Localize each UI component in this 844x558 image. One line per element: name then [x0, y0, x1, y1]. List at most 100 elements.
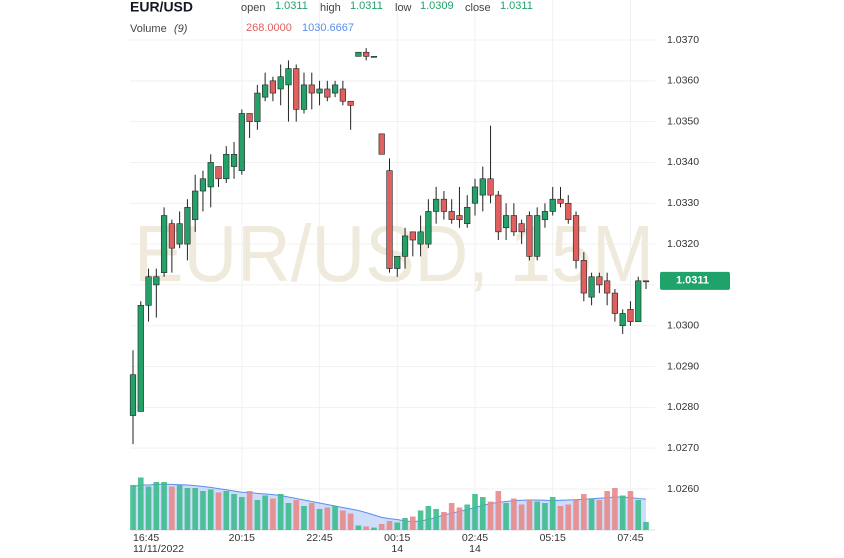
y-tick-label: 1.0350 [667, 115, 699, 127]
candle-body [145, 276, 152, 306]
volume-bar [254, 500, 261, 530]
volume-ma-area [133, 484, 646, 530]
candle-body [262, 84, 269, 98]
readout-value: 1.0311 [350, 0, 383, 12]
volume-bar [526, 500, 533, 530]
candle-body [596, 276, 603, 286]
candle-body [254, 92, 261, 122]
y-tick-label: 1.0360 [667, 75, 699, 87]
candle-body [464, 207, 471, 224]
readout-value: 1.0309 [420, 0, 454, 12]
volume-bar [441, 512, 447, 530]
candle-body [129, 374, 137, 416]
x-date-label: 11/11/2022 [133, 543, 184, 555]
volume-bar [479, 497, 486, 530]
volume-bar [635, 500, 642, 530]
volume-bar [378, 524, 385, 530]
candle-body [565, 202, 572, 220]
volume-bar [137, 477, 144, 530]
readout-label: low [395, 2, 412, 14]
candle-body [580, 260, 587, 294]
volume-bar [223, 491, 230, 530]
volume-bar [293, 500, 300, 530]
readout-value: 1.0311 [500, 0, 533, 12]
volume-bar [495, 491, 502, 530]
volume-bar [588, 498, 595, 530]
watermark: EUR/USD, 15M [134, 209, 654, 298]
candle-body [456, 215, 463, 220]
y-tick-label: 1.0330 [667, 197, 699, 209]
candle-body [627, 309, 634, 322]
last-price-label: 1.0311 [676, 275, 709, 287]
volume-ma-value: 1030.6667 [302, 22, 354, 34]
x-tick-label: 20:15 [229, 532, 255, 544]
volume-bar [285, 503, 292, 530]
volume-bar [612, 488, 618, 530]
volume-ma-line [132, 483, 647, 523]
y-tick-label: 1.0340 [667, 156, 699, 168]
volume-label: Volume [130, 23, 167, 35]
candle-body [604, 280, 611, 294]
candle-body [223, 153, 230, 180]
candle-body [526, 215, 533, 257]
volume-bar [340, 510, 346, 530]
candle-body [238, 113, 245, 171]
candle-body [347, 100, 354, 106]
candle-body [642, 280, 650, 283]
candle-body [331, 84, 339, 94]
candle-body [137, 305, 144, 412]
candle-body [619, 313, 626, 327]
x-tick-label: 00:15 [384, 532, 410, 544]
candle-body [199, 178, 207, 192]
x-date-label: 14 [391, 543, 403, 555]
candle-body [471, 186, 479, 204]
volume-bar [604, 491, 610, 530]
volume-bar [425, 506, 432, 530]
volume-bar [161, 482, 167, 530]
y-tick-label: 1.0320 [667, 238, 699, 250]
volume-bar [410, 516, 416, 530]
volume-bar [192, 488, 198, 530]
volume-bar [534, 501, 540, 530]
candle-body [386, 170, 393, 269]
volume-bar [324, 507, 331, 530]
x-tick-label: 22:45 [306, 532, 332, 544]
candle-body [184, 207, 191, 245]
volume-bar [448, 503, 455, 530]
candle-body [363, 51, 370, 57]
volume-bar [145, 486, 152, 530]
readout-label: close [465, 2, 491, 14]
volume-bar [371, 527, 377, 530]
volume-bar [231, 494, 237, 530]
volume-bar [363, 526, 369, 530]
volume-bar [207, 489, 214, 530]
candle-body [176, 223, 183, 245]
readout-value: 1.0311 [275, 0, 308, 12]
candle-body [448, 211, 455, 220]
volume-bar [355, 525, 362, 530]
candle-body [479, 178, 486, 196]
candle-body [417, 231, 424, 245]
volume-bar [503, 503, 509, 530]
candle-body [502, 215, 510, 229]
volume-bar [277, 494, 284, 530]
candle-body [635, 280, 642, 322]
candle-body [588, 276, 595, 298]
candle-body [277, 76, 284, 90]
volume-bar [301, 506, 307, 530]
candle-body [215, 166, 222, 180]
readout-label: open [241, 2, 265, 14]
volume-bar [433, 509, 439, 530]
volume-bar [487, 501, 494, 530]
candle-body [355, 51, 362, 57]
readout-label: high [320, 2, 341, 14]
candle-body [246, 113, 253, 122]
candle-body [487, 178, 494, 196]
volume-bar [565, 504, 572, 530]
volume-bar [542, 503, 548, 530]
y-tick-label: 1.0300 [667, 320, 699, 332]
candle-body [611, 292, 619, 314]
candle-body [425, 211, 432, 245]
candle-body [557, 198, 564, 204]
